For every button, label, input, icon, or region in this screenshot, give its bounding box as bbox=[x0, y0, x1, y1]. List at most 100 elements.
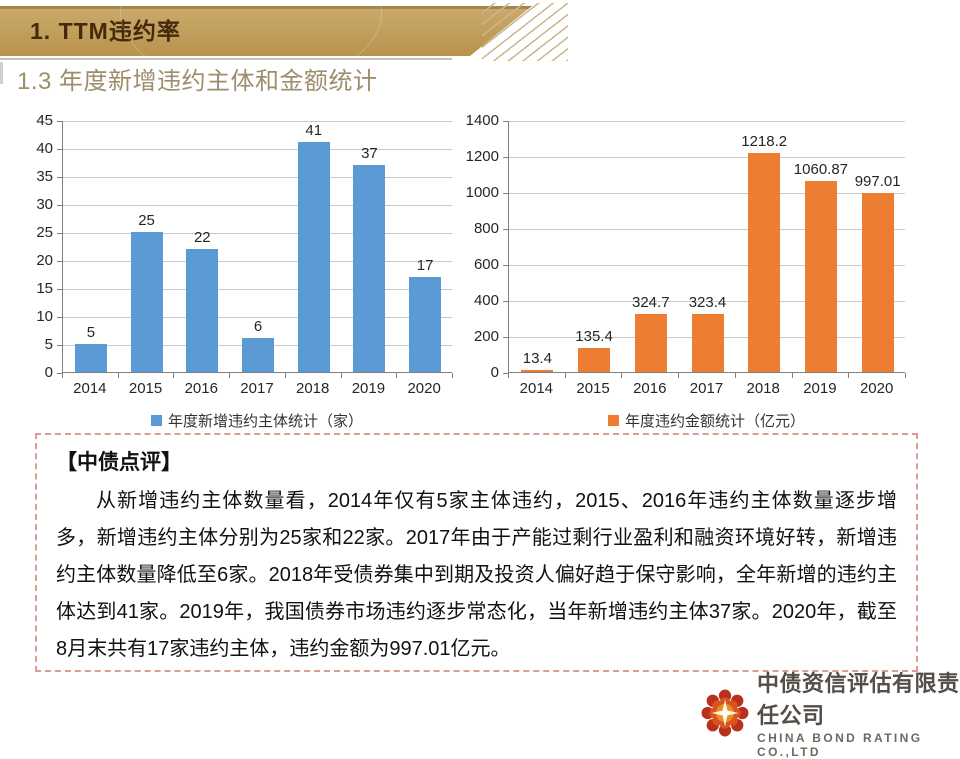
left-edge-tick bbox=[0, 62, 3, 84]
gridline bbox=[509, 264, 905, 266]
x-axis-tick bbox=[396, 373, 398, 378]
y-axis-label: 25 bbox=[36, 224, 53, 241]
x-axis-label: 2018 bbox=[746, 380, 780, 397]
comment-box: 【中债点评】 从新增违约主体数量看，2014年仅有5家主体违约，2015、201… bbox=[35, 433, 918, 672]
x-axis-label: 2020 bbox=[407, 380, 441, 397]
banner-underline bbox=[0, 58, 452, 60]
y-axis-label: 15 bbox=[36, 280, 53, 297]
y-axis-label: 45 bbox=[36, 112, 53, 129]
bar-2017 bbox=[691, 313, 724, 372]
bar-value-label: 6 bbox=[253, 318, 263, 336]
gridline bbox=[63, 148, 452, 150]
legend-swatch-orange bbox=[607, 415, 619, 426]
y-axis-label: 400 bbox=[473, 292, 499, 309]
y-axis-label: 35 bbox=[36, 168, 53, 185]
gridline bbox=[509, 156, 905, 158]
y-axis-label: 10 bbox=[36, 308, 53, 325]
y-axis-label: 0 bbox=[490, 364, 499, 381]
gridline bbox=[63, 260, 452, 262]
x-axis-label: 2014 bbox=[73, 380, 107, 397]
y-axis-tick bbox=[57, 373, 62, 374]
x-axis-label: 2017 bbox=[689, 380, 724, 397]
y-axis-label: 0 bbox=[44, 364, 53, 381]
bar-value-label: 13.4 bbox=[522, 349, 552, 367]
gridline bbox=[509, 192, 905, 194]
gridline bbox=[63, 204, 452, 206]
banner-diagonal-stripes bbox=[482, 3, 568, 61]
legend-new-defaulters: 年度新增违约主体统计（家） bbox=[62, 410, 452, 431]
x-axis-label: 2019 bbox=[803, 380, 837, 397]
bar-2019 bbox=[353, 164, 386, 372]
bar-value-label: 324.7 bbox=[632, 293, 670, 311]
y-axis-tick bbox=[503, 265, 508, 266]
y-axis-label: 1200 bbox=[465, 148, 499, 165]
x-axis-label: 2016 bbox=[633, 380, 667, 397]
y-axis-tick bbox=[57, 233, 62, 234]
gridline bbox=[63, 288, 452, 290]
x-axis-tick bbox=[678, 373, 680, 378]
y-axis-label: 800 bbox=[473, 220, 499, 237]
comment-title: 【中债点评】 bbox=[56, 451, 182, 474]
chart-default-amount: 年度违约金额统计（亿元） 13.4 135.4 324.7 323.4 1218.2 10… bbox=[462, 110, 910, 440]
section-banner: 1. TTM违约率 bbox=[0, 6, 532, 56]
x-axis-tick bbox=[621, 373, 623, 378]
x-axis-tick bbox=[173, 373, 175, 378]
x-axis-label: 2016 bbox=[184, 380, 218, 397]
y-axis-tick bbox=[57, 149, 62, 150]
x-axis-label: 2014 bbox=[519, 380, 554, 397]
bar-value-label: 135.4 bbox=[575, 327, 613, 345]
x-axis-tick bbox=[905, 373, 906, 378]
y-axis-label: 600 bbox=[473, 256, 499, 273]
gridline bbox=[63, 176, 452, 178]
y-axis-tick bbox=[57, 177, 62, 178]
x-axis-tick bbox=[62, 373, 63, 378]
y-axis-tick bbox=[57, 289, 62, 290]
x-axis-tick bbox=[734, 373, 736, 378]
gridline bbox=[509, 300, 905, 302]
x-axis-tick bbox=[452, 373, 453, 378]
comment-body: 从新增违约主体数量看，2014年仅有5家主体违约，2015、2016年违约主体数… bbox=[56, 490, 897, 660]
plot-area: 13.4 135.4 324.7 323.4 1218.2 1060.87 997.01 bbox=[508, 120, 905, 373]
bar-value-label: 323.4 bbox=[688, 293, 727, 311]
x-axis-tick bbox=[508, 373, 509, 378]
bar-2018 bbox=[297, 142, 330, 372]
legend-label: 年度违约金额统计（亿元） bbox=[624, 413, 805, 430]
x-axis-tick bbox=[848, 373, 850, 378]
x-axis-label: 2020 bbox=[859, 380, 894, 397]
x-axis-label: 2019 bbox=[351, 380, 386, 397]
bar-value-label: 41 bbox=[305, 122, 323, 140]
bar-2019 bbox=[804, 181, 837, 372]
bar-2020 bbox=[409, 276, 442, 372]
footer: 中债资信评估有限责任公司 CHINA BOND RATING CO.,LTD bbox=[700, 666, 960, 759]
y-axis-label: 30 bbox=[36, 196, 53, 213]
y-axis-tick bbox=[503, 229, 508, 230]
y-axis-label: 5 bbox=[44, 336, 53, 353]
plot-area: 5 25 22 6 41 37 17 bbox=[62, 120, 452, 373]
gridline bbox=[509, 120, 905, 122]
bar-2016 bbox=[634, 313, 667, 372]
bar-value-label: 1060.87 bbox=[793, 161, 849, 179]
y-axis-tick bbox=[57, 345, 62, 346]
x-axis-tick bbox=[564, 373, 566, 378]
bar-2016 bbox=[186, 248, 219, 372]
bar-2020 bbox=[861, 192, 894, 372]
x-axis-label: 2015 bbox=[128, 380, 163, 397]
bar-value-label: 37 bbox=[361, 144, 378, 162]
bar-value-label: 17 bbox=[416, 256, 434, 274]
x-axis-tick bbox=[791, 373, 793, 378]
y-axis-label: 20 bbox=[36, 252, 53, 269]
x-axis-tick bbox=[340, 373, 342, 378]
gridline bbox=[63, 316, 452, 318]
company-name-en: CHINA BOND RATING CO.,LTD bbox=[757, 731, 923, 759]
y-axis-tick bbox=[57, 317, 62, 318]
company-name-cn: 中债资信评估有限责任公司 bbox=[757, 671, 960, 728]
y-axis-tick bbox=[503, 301, 508, 302]
bar-value-label: 25 bbox=[138, 212, 155, 229]
y-axis-label: 40 bbox=[36, 140, 53, 157]
page-title: 1.3 年度新增违约主体和金额统计 bbox=[17, 68, 378, 95]
x-axis-label: 2015 bbox=[576, 380, 610, 397]
x-axis-tick bbox=[284, 373, 286, 378]
y-axis-label: 1400 bbox=[465, 112, 499, 129]
bar-2014 bbox=[521, 369, 554, 372]
y-axis-tick bbox=[503, 121, 508, 122]
